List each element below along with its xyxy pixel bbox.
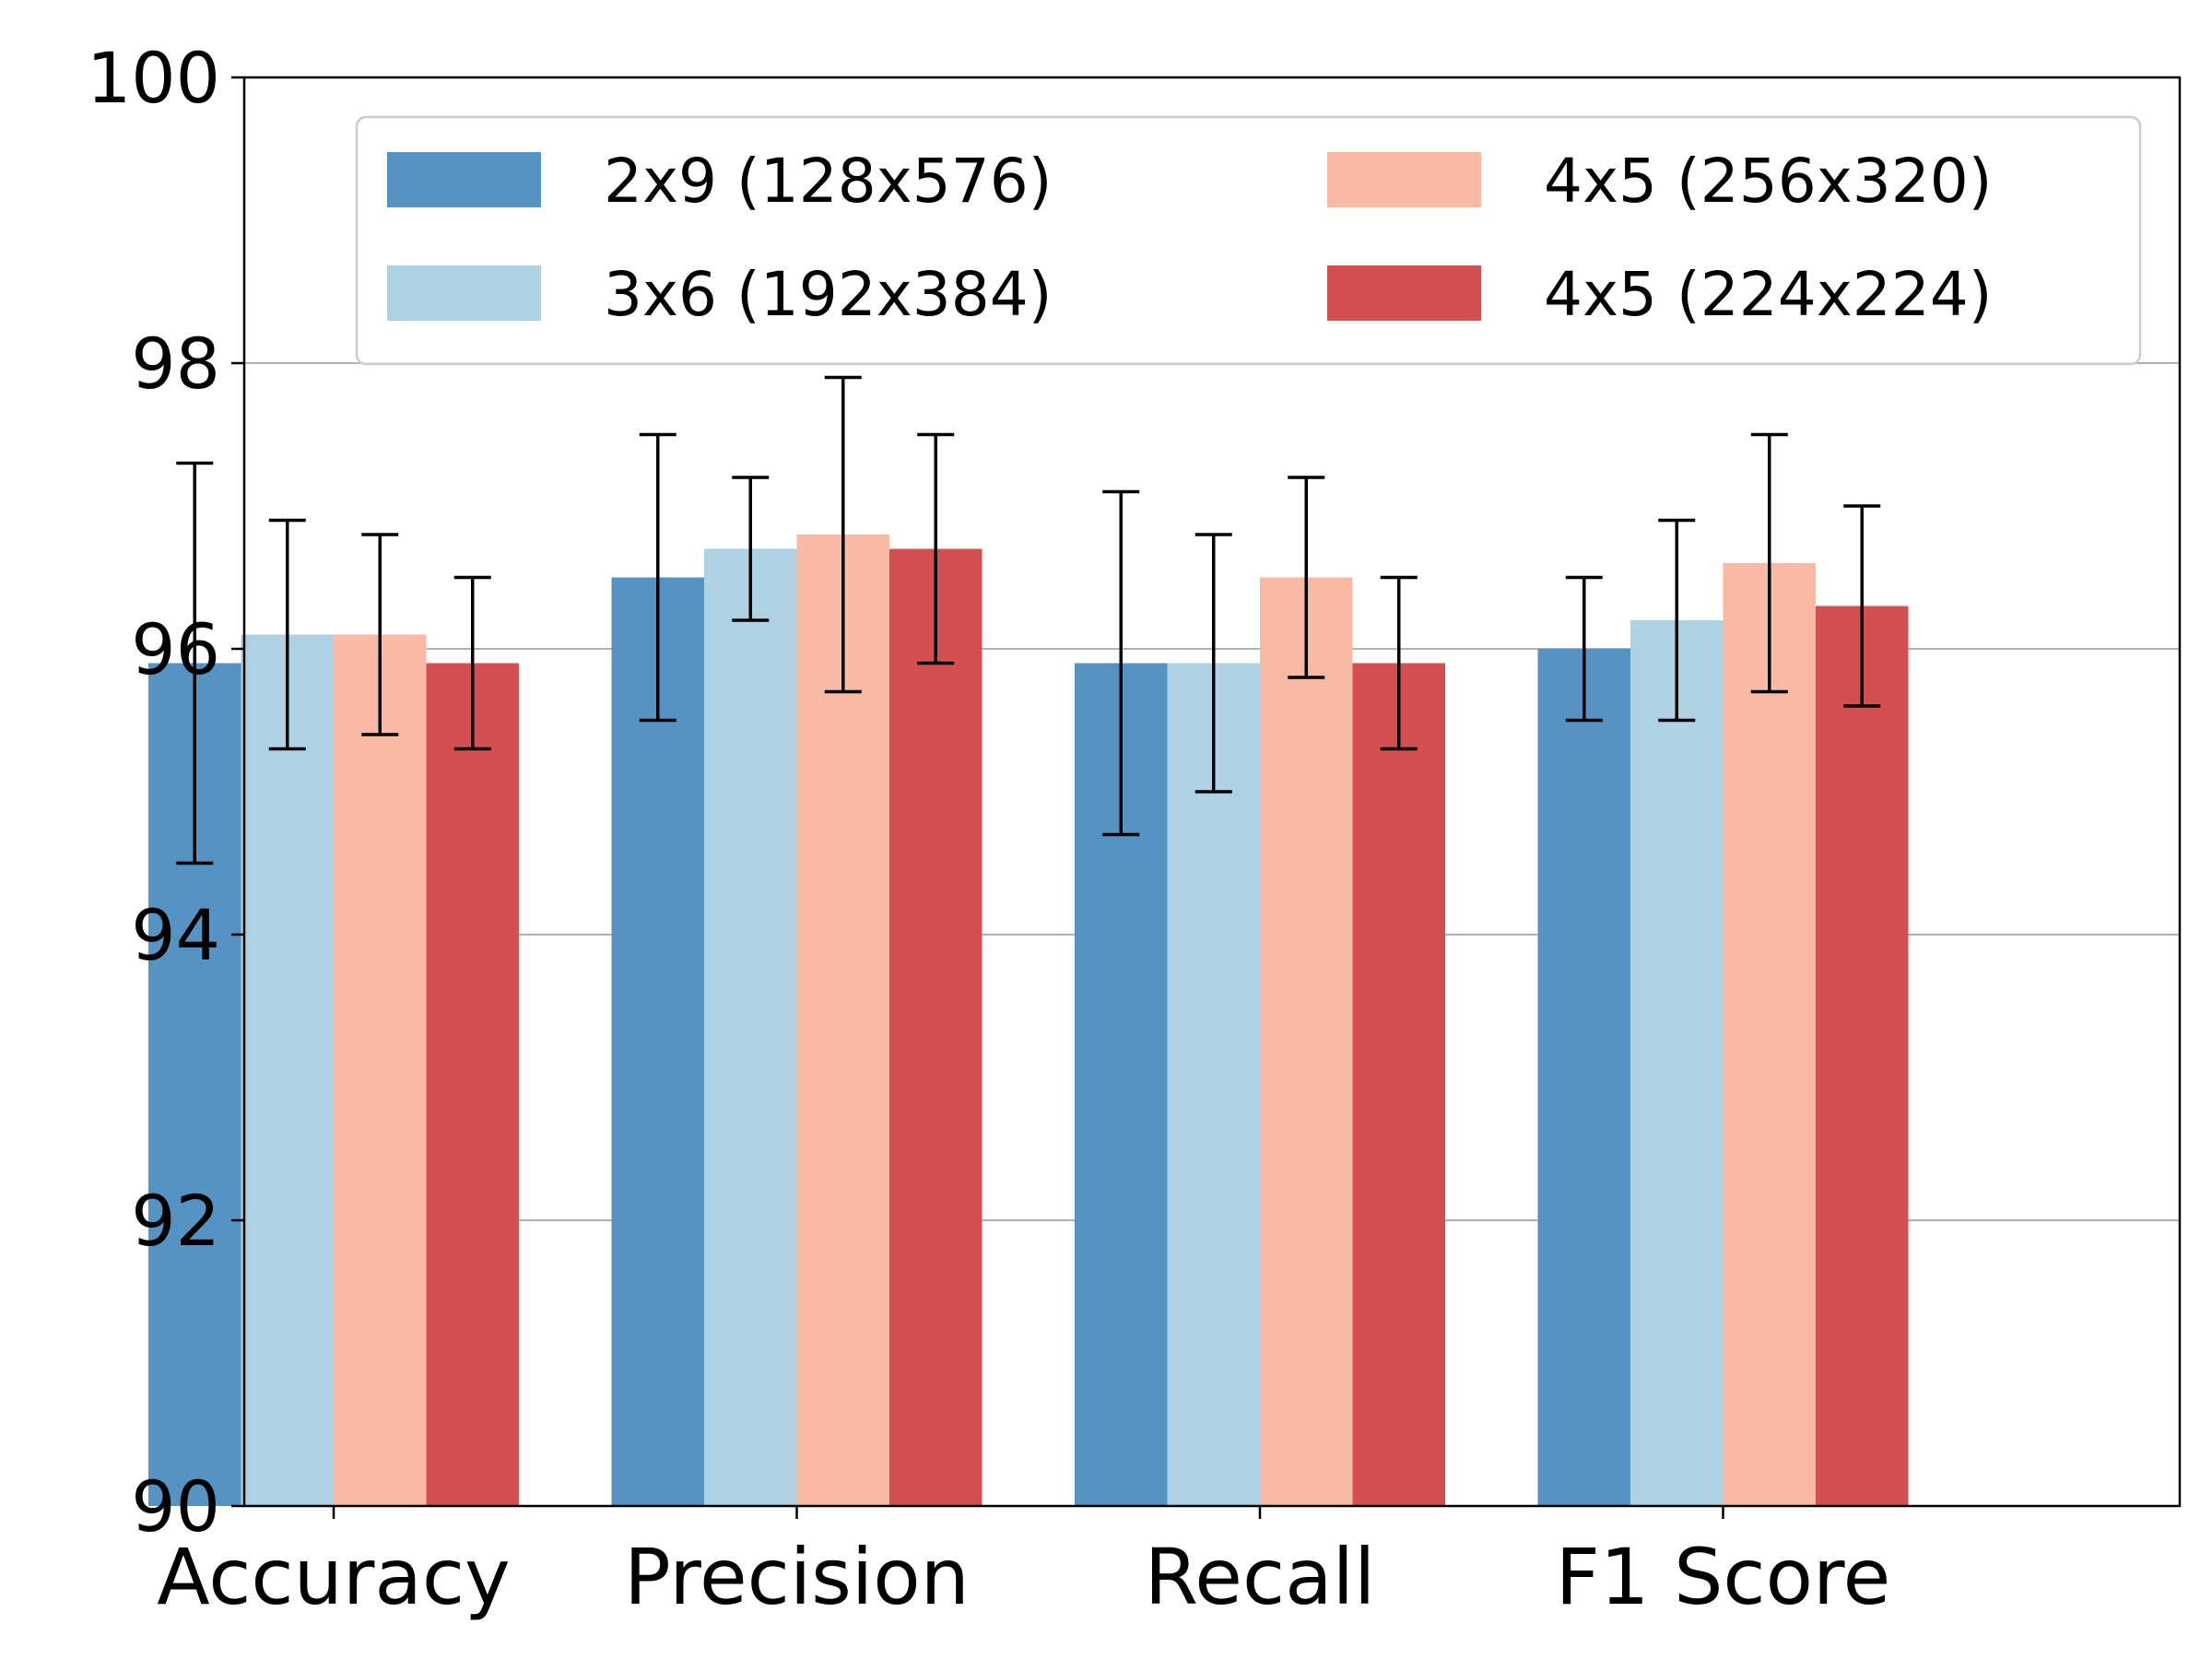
legend-swatch [387,152,541,207]
bar [426,663,519,1506]
bar [1167,663,1260,1506]
legend-swatch [387,265,541,321]
y-tick-label: 98 [131,323,220,405]
legend-label: 3x6 (192x384) [604,259,1053,330]
x-axis: Accuracy Precision Recall F1 Score [157,1506,1890,1622]
x-tick-label: F1 Score [1556,1532,1891,1622]
x-tick-label: Precision [624,1532,970,1622]
y-tick-label: 94 [131,894,220,976]
x-tick-label: Recall [1145,1532,1376,1622]
bar [889,548,982,1506]
legend: 2x9 (128x576) 3x6 (192x384) 4x5 (256x320) 4… [355,115,2142,366]
plot-frame [242,76,2182,1508]
bar [611,577,704,1506]
bar [704,548,797,1506]
legend-swatch [1327,152,1481,207]
bar [1537,649,1630,1506]
legend-label: 4x5 (224x224) [1544,259,1993,330]
bar [796,535,889,1506]
y-tick-label: 100 [87,37,220,119]
legend-label: 2x9 (128x576) [604,146,1053,217]
x-tick-label: Accuracy [157,1532,511,1622]
legend-box [355,115,2142,366]
bars [148,535,1909,1506]
legend-label: 4x5 (256x320) [1544,146,1993,217]
y-tick-label: 96 [131,608,220,690]
bar [1723,563,1816,1506]
bar [1260,577,1353,1506]
error-bars [176,375,1881,865]
bar [334,634,427,1506]
bar [1630,620,1724,1506]
y-tick-label: 92 [131,1180,220,1262]
bar [1816,606,1909,1506]
y-tick-label: 90 [131,1465,220,1547]
legend-swatch [1327,265,1481,321]
y-axis: 90 92 94 96 98 100 [87,37,244,1547]
bar [1352,663,1445,1506]
bar [241,634,334,1506]
